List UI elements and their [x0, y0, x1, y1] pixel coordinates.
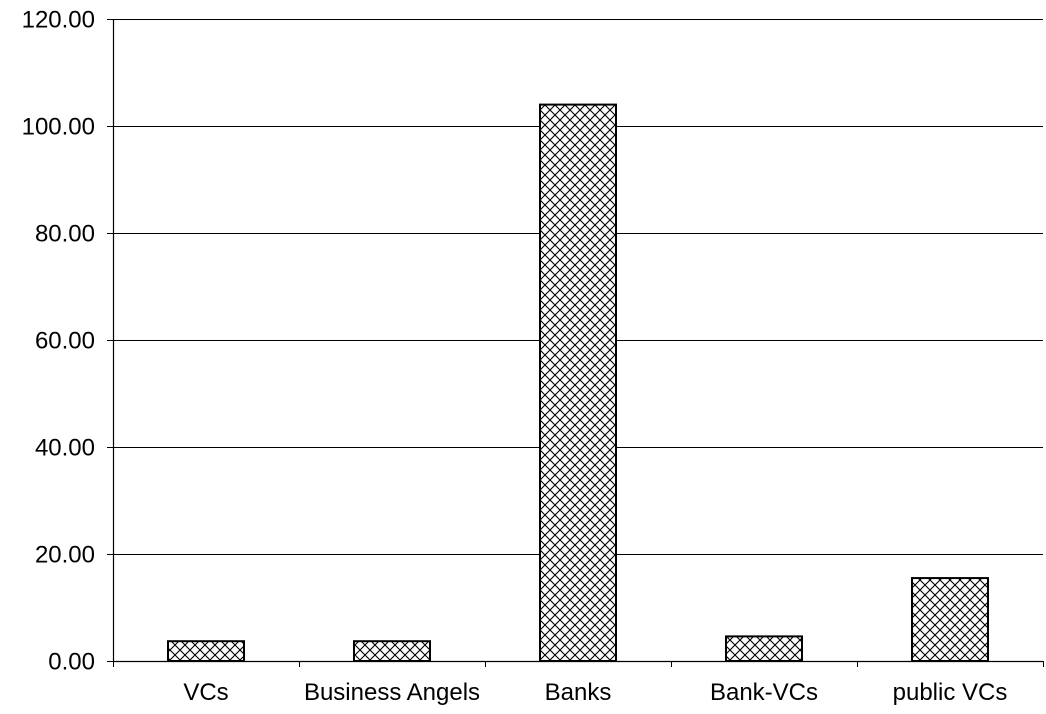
- y-tick-label: 80.00: [35, 221, 95, 248]
- x-tick-label: Bank-VCs: [710, 679, 818, 706]
- y-tick-label: 120.00: [22, 7, 95, 34]
- bar-banks: [539, 103, 617, 663]
- bar-vcs: [167, 640, 245, 663]
- x-tick-label: Banks: [545, 679, 612, 706]
- y-tick-label: 40.00: [35, 435, 95, 462]
- y-tick-labels: 0.00 20.00 40.00 60.00 80.00 100.00 120.00: [22, 7, 95, 676]
- x-tick-labels: VCs Business Angels Banks Bank-VCs public VC…: [183, 679, 1007, 706]
- y-tick-label: 60.00: [35, 328, 95, 355]
- x-tick-label: VCs: [183, 679, 228, 706]
- x-tick-label: public VCs: [893, 679, 1008, 706]
- bar-bank-vcs: [725, 635, 803, 663]
- bars: [167, 103, 989, 663]
- y-tick-label: 0.00: [48, 649, 95, 676]
- bar-business-angels: [353, 640, 431, 663]
- y-tick-label: 20.00: [35, 542, 95, 569]
- bar-public-vcs: [911, 577, 989, 663]
- y-tick-label: 100.00: [22, 114, 95, 141]
- x-tick-label: Business Angels: [304, 679, 480, 706]
